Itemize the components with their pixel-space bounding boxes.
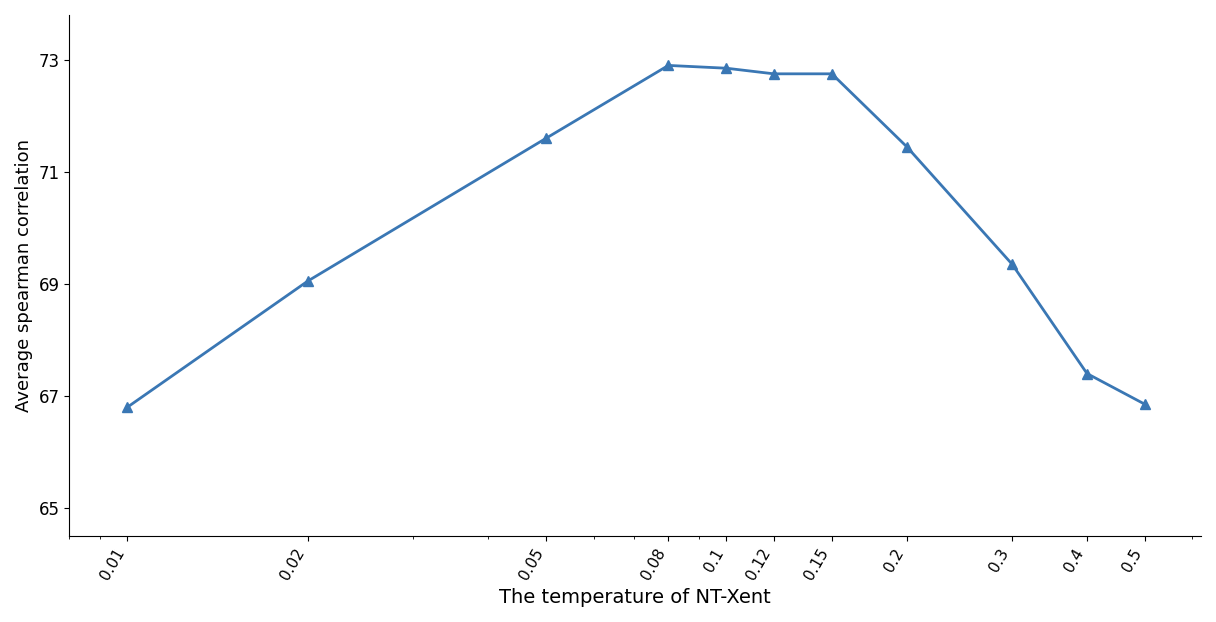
Y-axis label: Average spearman correlation: Average spearman correlation [15,139,33,412]
X-axis label: The temperature of NT-Xent: The temperature of NT-Xent [500,588,771,607]
